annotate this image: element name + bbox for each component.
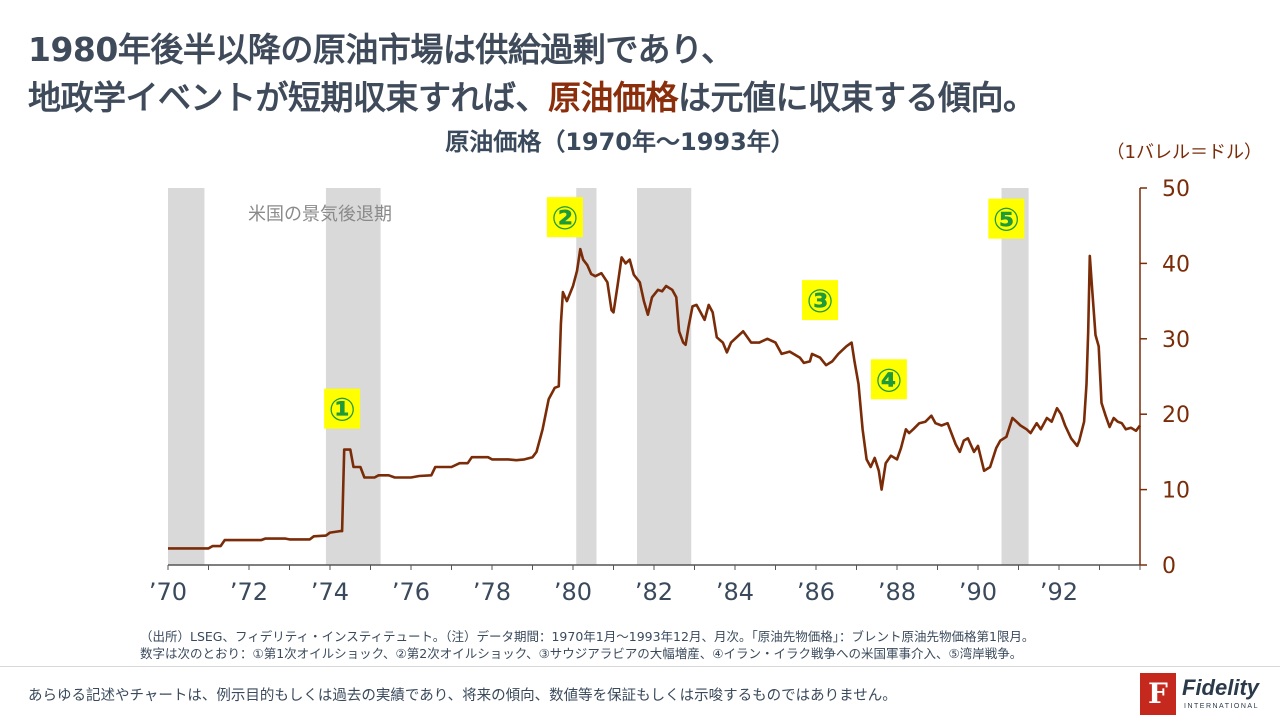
x-tick-label: ’80	[554, 578, 592, 606]
x-tick-label: ’90	[959, 578, 997, 606]
oil-price-chart: 原油価格（1970年～1993年） （1バレル＝ドル） 米国の景気後退期 0 10…	[149, 128, 1262, 606]
x-tick-label: ’82	[635, 578, 673, 606]
x-tick-label: ’84	[716, 578, 754, 606]
x-tick-label: ’92	[1040, 578, 1078, 606]
y-tick-label: 0	[1162, 554, 1176, 579]
headline-line1: 1980年後半以降の原油市場は供給過剰であり、	[28, 30, 734, 69]
source-note: （出所）LSEG、フィデリティ・インスティテュート。（注）データ期間：1970年…	[140, 628, 1034, 662]
y-tick-label: 50	[1162, 177, 1190, 202]
chart-unit-label: （1バレル＝ドル）	[1107, 142, 1262, 163]
headline-line2-post: は元値に収束する傾向。	[678, 78, 1036, 117]
axes: 0 10 20 30 40 50 ’70 ’72 ’74 ’76 ’78 ’80 ’82 ’84 ’86 ’8…	[149, 177, 1190, 606]
x-tick-label: ’88	[878, 578, 916, 606]
headline: 1980年後半以降の原油市場は供給過剰であり、 地政学イベントが短期収束すれば、…	[28, 26, 1036, 122]
y-tick-label: 20	[1162, 403, 1190, 428]
fidelity-logo: F Fidelity INTERNATIONAL	[1140, 673, 1265, 715]
y-tick-label: 10	[1162, 479, 1190, 504]
event-marker-2: ②	[546, 197, 583, 238]
recession-band-2	[325, 188, 381, 565]
event-marker-label: ①	[329, 391, 356, 429]
event-marker-4: ④	[870, 359, 907, 400]
x-tick-label: ’86	[797, 578, 835, 606]
recession-band-4	[636, 188, 692, 565]
event-marker-label: ③	[807, 282, 834, 320]
event-marker-bg	[802, 280, 839, 321]
source-line-1: （出所）LSEG、フィデリティ・インスティテュート。（注）データ期間：1970年…	[140, 629, 1035, 644]
footer-divider	[0, 666, 1280, 667]
event-marker-5: ⑤	[988, 198, 1025, 239]
fidelity-logo-mark: F	[1140, 673, 1176, 715]
event-marker-bg	[324, 388, 361, 429]
x-tick-label: ’76	[392, 578, 430, 606]
disclaimer: あらゆる記述やチャートは、例示目的もしくは過去の実績であり、将来の傾向、数値等を…	[28, 688, 897, 704]
source-line-2: 数字は次のとおり：①第1次オイルショック、②第2次オイルショック、③サウジアラビ…	[140, 646, 1023, 661]
event-marker-3: ③	[802, 280, 839, 321]
event-marker-bg	[988, 198, 1025, 239]
event-marker-bg	[870, 359, 907, 400]
recession-label: 米国の景気後退期	[248, 204, 392, 225]
price-series-line	[168, 247, 1142, 550]
y-tick-label: 40	[1162, 252, 1190, 277]
fidelity-logo-sub: INTERNATIONAL	[1184, 703, 1259, 710]
event-marker-1: ①	[324, 388, 361, 429]
y-tick-label: 30	[1162, 328, 1190, 353]
event-markers: ① ② ③ ④ ⑤	[324, 197, 1025, 429]
recession-band-1	[168, 188, 205, 565]
recession-band-3	[576, 188, 597, 565]
event-marker-label: ②	[551, 199, 578, 237]
x-tick-label: ’78	[473, 578, 511, 606]
x-tick-label: ’74	[311, 578, 349, 606]
recession-bands	[168, 188, 1029, 565]
headline-highlight: 原油価格	[548, 78, 679, 117]
recession-band-5	[1001, 188, 1029, 565]
event-marker-label: ⑤	[993, 201, 1020, 239]
fidelity-logo-word: Fidelity	[1182, 675, 1260, 700]
x-tick-label: ’70	[149, 578, 187, 606]
chart-title: 原油価格（1970年～1993年）	[445, 128, 795, 156]
headline-line2-pre: 地政学イベントが短期収束すれば、	[28, 78, 549, 117]
event-marker-bg	[546, 197, 583, 238]
x-tick-label: ’72	[230, 578, 268, 606]
event-marker-label: ④	[875, 361, 902, 399]
